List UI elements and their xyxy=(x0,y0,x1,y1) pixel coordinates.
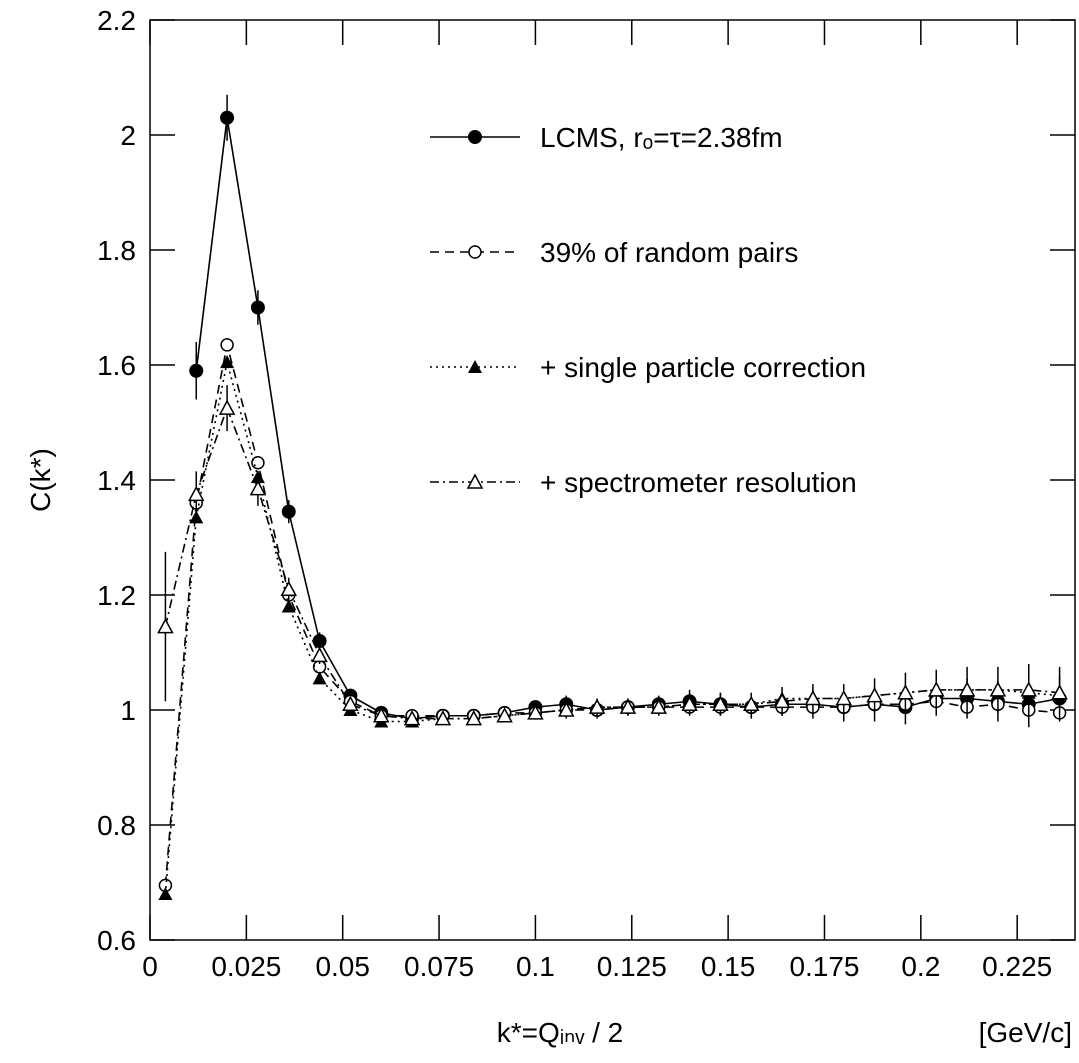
data-point xyxy=(281,504,296,519)
y-tick-label: 1 xyxy=(120,695,136,726)
data-point xyxy=(311,646,328,663)
series-line xyxy=(195,117,1060,720)
data-point xyxy=(557,701,575,717)
data-point xyxy=(465,710,483,726)
series xyxy=(158,355,1067,900)
legend-marker xyxy=(468,360,482,373)
data-point xyxy=(249,480,267,496)
x-tick-label: 0.225 xyxy=(982,951,1052,982)
x-tick-label: 0 xyxy=(142,951,158,982)
x-tick-label: 0.2 xyxy=(901,951,940,982)
data-point xyxy=(158,887,173,900)
series xyxy=(157,385,1068,726)
y-tick-label: 0.8 xyxy=(97,810,136,841)
y-tick-label: 1.8 xyxy=(97,235,136,266)
data-point xyxy=(281,599,296,613)
data-point xyxy=(897,684,914,700)
data-point xyxy=(927,681,945,697)
data-point xyxy=(434,710,452,726)
data-point xyxy=(496,707,513,723)
series-line xyxy=(164,344,1060,886)
y-tick-label: 2 xyxy=(120,120,136,151)
x-tick-label: 0.175 xyxy=(789,951,859,982)
y-tick-label: 1.4 xyxy=(97,465,136,496)
y-tick-label: 1.2 xyxy=(97,580,136,611)
data-point xyxy=(773,692,791,709)
x-tick-label: 0.1 xyxy=(516,951,555,982)
data-point xyxy=(220,110,235,125)
data-point xyxy=(189,363,204,378)
data-point xyxy=(712,695,729,711)
data-point xyxy=(619,698,637,714)
y-axis-label: C(k*) xyxy=(25,448,56,512)
data-point xyxy=(342,695,359,711)
data-point xyxy=(312,634,327,648)
data-point xyxy=(187,485,205,502)
x-tick-label: 0.05 xyxy=(315,951,370,982)
data-point xyxy=(157,618,174,634)
y-tick-label: 2.2 xyxy=(97,5,136,36)
x-axis-label: k*=Qᵢₙᵥ / 2 xyxy=(497,1017,624,1048)
series xyxy=(158,338,1067,893)
data-point xyxy=(681,695,698,711)
data-point xyxy=(866,687,883,703)
y-tick-label: 1.6 xyxy=(97,350,136,381)
x-tick-label: 0.075 xyxy=(404,951,474,982)
data-point xyxy=(804,689,822,706)
series-line xyxy=(164,361,1060,895)
data-point xyxy=(958,681,976,697)
data-point xyxy=(650,698,668,714)
data-point xyxy=(312,671,327,685)
data-point xyxy=(1051,684,1068,700)
data-point xyxy=(742,695,760,711)
x-tick-label: 0.125 xyxy=(597,951,667,982)
legend-marker xyxy=(468,245,482,259)
data-point xyxy=(280,580,298,596)
series xyxy=(189,94,1067,728)
legend-marker xyxy=(468,130,482,144)
y-tick-label: 0.6 xyxy=(97,925,136,956)
data-point xyxy=(218,399,236,415)
x-tick-label: 0.15 xyxy=(701,951,756,982)
data-point xyxy=(989,681,1007,697)
x-tick-label: 0.025 xyxy=(211,951,281,982)
data-point xyxy=(250,300,265,315)
x-axis-unit: [GeV/c] xyxy=(979,1017,1072,1048)
series-line xyxy=(164,405,1060,720)
data-point xyxy=(588,698,606,714)
data-point xyxy=(220,338,234,352)
data-point xyxy=(1020,681,1038,697)
data-point xyxy=(527,704,544,720)
legend-label: + single particle correction xyxy=(540,352,866,383)
data-point xyxy=(220,355,235,369)
legend-marker xyxy=(466,473,484,489)
data-point xyxy=(835,689,853,706)
data-point xyxy=(403,710,421,726)
legend-label: 39% of random pairs xyxy=(540,237,798,268)
legend-label: LCMS, rₒ=τ=2.38fm xyxy=(540,122,783,153)
data-point xyxy=(372,707,390,723)
legend-label: + spectrometer resolution xyxy=(540,467,857,498)
